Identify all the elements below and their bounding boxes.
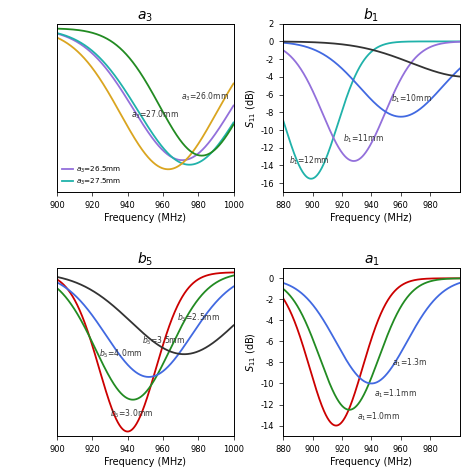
Y-axis label: $S_{11}$ (dB): $S_{11}$ (dB) xyxy=(244,88,258,128)
Legend: $a_3$=26.5mm, $a_3$=27.5mm: $a_3$=26.5mm, $a_3$=27.5mm xyxy=(61,163,122,188)
Text: $b_1$=12mm: $b_1$=12mm xyxy=(289,155,329,167)
Text: $a_3$=27.0mm: $a_3$=27.0mm xyxy=(131,109,179,121)
Text: $b_5$=3.0mm: $b_5$=3.0mm xyxy=(110,407,153,419)
Text: $b_1$=10mm: $b_1$=10mm xyxy=(391,93,431,105)
X-axis label: Frequency (MHz): Frequency (MHz) xyxy=(104,457,186,467)
Title: $b_1$: $b_1$ xyxy=(364,6,380,24)
Text: $b_5$=2.5mm: $b_5$=2.5mm xyxy=(177,311,220,324)
Title: $a_1$: $a_1$ xyxy=(364,254,379,268)
Text: $b_1$=11mm: $b_1$=11mm xyxy=(344,133,384,145)
Title: $b_5$: $b_5$ xyxy=(137,250,154,268)
X-axis label: Frequency (MHz): Frequency (MHz) xyxy=(330,213,412,223)
Y-axis label: $S_{11}$ (dB): $S_{11}$ (dB) xyxy=(244,332,258,372)
Text: $a_1$=1.0mm: $a_1$=1.0mm xyxy=(357,411,400,423)
Title: $a_3$: $a_3$ xyxy=(137,9,153,24)
Text: $b_5$=3.5mm: $b_5$=3.5mm xyxy=(142,334,184,347)
Text: $a_1$=1.1mm: $a_1$=1.1mm xyxy=(374,388,418,400)
X-axis label: Frequency (MHz): Frequency (MHz) xyxy=(104,213,186,223)
Text: $a_1$=1.3m: $a_1$=1.3m xyxy=(392,356,428,369)
X-axis label: Frequency (MHz): Frequency (MHz) xyxy=(330,457,412,467)
Text: $a_3$=26.0mm: $a_3$=26.0mm xyxy=(181,90,228,103)
Text: $b_5$=4.0mm: $b_5$=4.0mm xyxy=(99,348,143,360)
